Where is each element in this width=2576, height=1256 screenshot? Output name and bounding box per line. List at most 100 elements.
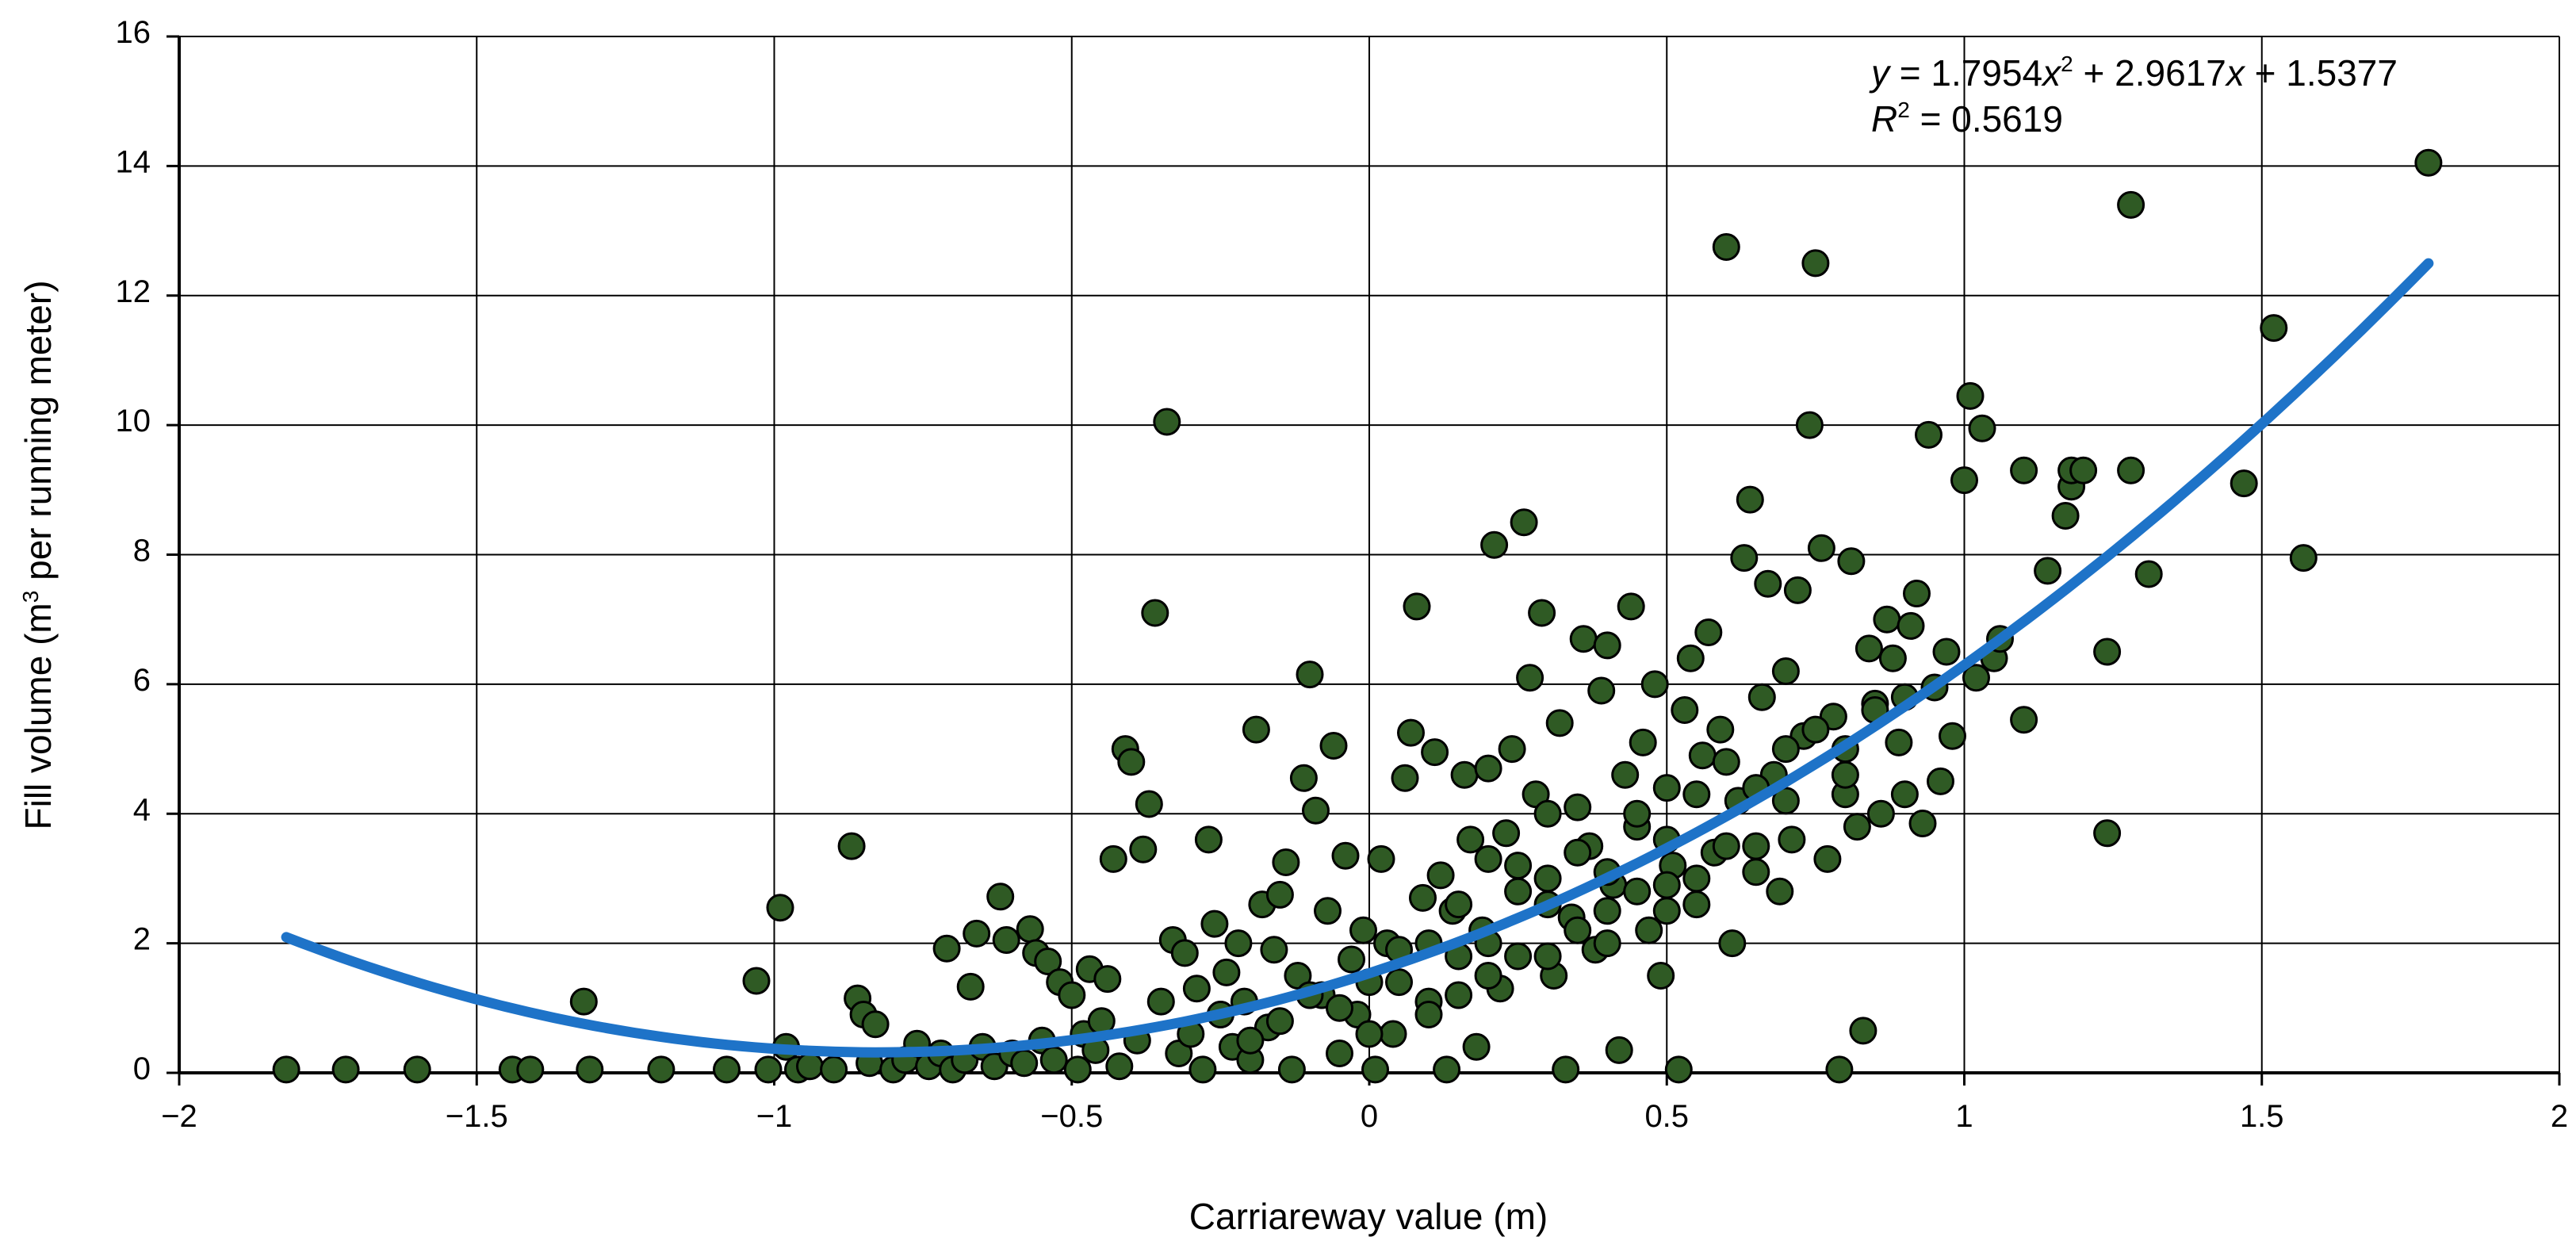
data-point-135 [1605,1036,1633,1064]
data-point-205 [2093,638,2122,666]
data-point-95 [1367,844,1395,873]
data-point-16 [837,832,866,860]
data-point-191 [1939,722,1966,750]
data-point-223 [1564,838,1592,867]
data-point-34 [992,926,1020,954]
data-point-207 [2117,456,2145,484]
data-point-172 [1825,1055,1854,1084]
data-point-126 [1552,1055,1580,1084]
data-point-165 [1783,576,1812,604]
data-point-56 [1135,790,1163,818]
data-point-219 [1445,890,1473,919]
data-point-120 [1516,664,1544,692]
data-point-154 [1718,929,1747,958]
equation-label: y = 1.7954x2 + 2.9617x + 1.5377 [1869,52,2398,94]
data-point-10 [754,1055,783,1084]
data-point-160 [1754,569,1782,598]
data-point-185 [1903,580,1931,607]
data-point-248 [1236,1026,1265,1055]
data-point-41 [1039,1046,1068,1074]
data-point-192 [1950,466,1978,495]
data-point-11 [766,894,794,922]
y-tick-label-6: 12 [116,274,151,309]
data-point-174 [1837,547,1866,576]
data-point-113 [1474,754,1502,783]
data-point-141 [1640,670,1669,699]
r2-value: = 0.5619 [1910,98,2063,140]
data-point-186 [1908,810,1937,837]
data-point-132 [1587,676,1616,705]
data-point-125 [1545,709,1574,737]
data-point-77 [1260,936,1288,964]
y-axis-title-main: Fill volume (m [17,603,59,829]
data-point-190 [1932,638,1961,666]
data-point-79 [1272,848,1300,876]
data-point-137 [1617,592,1645,621]
data-point-167 [1795,411,1824,439]
data-point-87 [1319,732,1348,760]
data-point-80 [1277,1055,1306,1084]
data-point-4 [516,1055,545,1084]
data-point-243 [1504,942,1533,971]
data-point-78 [1265,880,1294,909]
equation-x2: x [2041,52,2062,94]
y-axis-title-sup: 3 [18,591,43,603]
equation-a: = 1.7954 [1889,52,2042,94]
data-point-105 [1426,861,1455,890]
data-point-89 [1331,841,1360,870]
data-point-51 [1105,1052,1134,1081]
y-tick-label-5: 10 [116,404,151,438]
data-point-213 [2414,148,2443,177]
data-point-49 [1093,965,1122,994]
data-point-69 [1212,958,1241,986]
data-point-26 [932,934,961,963]
data-point-231 [1801,715,1830,744]
data-point-66 [1194,825,1223,854]
data-point-242 [1445,981,1473,1009]
data-point-221 [1504,852,1533,880]
data-point-114 [1480,530,1509,559]
x-tick-label-5: 0.5 [1644,1099,1689,1134]
data-point-119 [1510,508,1538,537]
data-point-209 [2134,560,2163,588]
x-tick-label-4: 0 [1361,1099,1378,1134]
data-point-67 [1200,909,1229,938]
data-point-211 [2260,314,2288,343]
data-point-149 [1688,741,1717,770]
data-point-240 [1771,787,1800,815]
data-point-29 [956,972,985,1001]
data-point-177 [1854,634,1883,663]
equation-x: x [2225,52,2246,94]
data-point-109 [1450,760,1479,789]
data-point-102 [1409,883,1437,912]
data-point-37 [1016,915,1044,944]
data-point-250 [1355,1020,1384,1048]
data-point-59 [1153,408,1181,436]
data-point-179 [1866,799,1895,828]
data-point-230 [1771,735,1800,764]
data-point-1 [331,1055,360,1084]
r-squared-label: R2 = 0.5619 [1871,98,2063,140]
data-point-245 [1623,877,1652,906]
data-point-164 [1778,825,1806,854]
x-axis-title: Carriareway value (m) [1189,1196,1548,1237]
y-tick-label-1: 2 [133,922,151,957]
x-tick-label-1: −1.5 [446,1099,508,1134]
data-point-148 [1682,890,1711,919]
data-point-241 [1831,760,1859,789]
data-point-170 [1813,844,1842,873]
data-point-254 [1593,929,1621,958]
data-point-189 [1927,767,1954,795]
data-point-195 [1968,414,1996,442]
data-point-212 [2289,544,2318,572]
data-point-33 [986,883,1015,911]
equation-c: + 1.5377 [2245,52,2398,94]
data-point-187 [1915,420,1943,449]
data-point-53 [1117,748,1146,776]
data-point-201 [2051,502,2080,530]
data-point-214 [1265,1007,1294,1036]
data-point-150 [1694,618,1723,646]
data-point-43 [1058,981,1086,1009]
equation-y: y [1869,52,1892,94]
data-point-2 [403,1055,431,1084]
